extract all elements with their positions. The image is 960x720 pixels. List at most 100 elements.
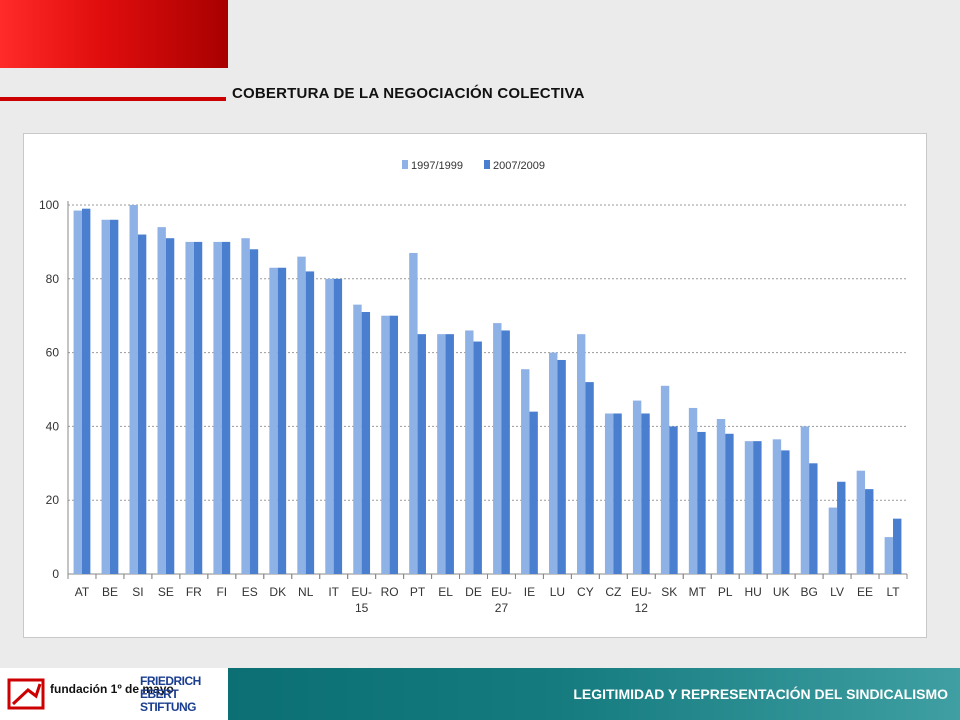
bar-2007-2009-SK — [669, 426, 678, 574]
fundacion-logo-text: fundación 1º de mayo — [50, 682, 174, 696]
x-tick-label: UK — [773, 585, 790, 599]
bar-2007-2009-SI — [137, 234, 147, 574]
x-tick-label: IE — [524, 585, 535, 599]
x-tick-label: NL — [298, 585, 314, 599]
bar-1997-1999-ES — [241, 238, 250, 574]
bar-2007-2009-IT — [333, 278, 343, 574]
x-tick-label: AT — [75, 585, 90, 599]
x-tick-label: BE — [102, 585, 118, 599]
bar-2007-2009-EU-27 — [501, 330, 510, 574]
x-tick-label: DE — [465, 585, 482, 599]
bar-2007-2009-IE — [529, 411, 538, 574]
legend-swatch-0 — [402, 160, 408, 169]
bar-1997-1999-HU — [744, 441, 754, 574]
bar-1997-1999-LT — [884, 537, 894, 574]
x-tick-label: ES — [242, 585, 258, 599]
bar-1997-1999-DE — [465, 330, 474, 574]
x-tick-label: RO — [381, 585, 399, 599]
legend-label-0: 1997/1999 — [411, 160, 463, 172]
bar-2007-2009-UK — [781, 450, 790, 574]
y-tick-label: 100 — [39, 198, 59, 212]
x-tick-label: SE — [158, 585, 174, 599]
chart-frame: 0 20 40 60 80 100 AT BE SI SE FR FI ES DK NL IT EU-15 RO P… — [23, 133, 927, 638]
x-tick-label: HU — [745, 585, 762, 599]
bar-1997-1999-LV — [828, 507, 838, 574]
header-red-line — [0, 97, 226, 101]
bar-2007-2009-EU-15 — [361, 312, 371, 574]
bar-2007-2009-FI — [221, 241, 231, 574]
x-tick-label: SK — [661, 585, 677, 599]
bar-2007-2009-LT — [893, 518, 902, 574]
bar-2007-2009-EL — [445, 334, 454, 574]
x-tick-label: IT — [328, 585, 339, 599]
x-tick-label: EU-27 — [491, 585, 512, 615]
bar-2007-2009-CZ — [613, 413, 622, 574]
bar-2007-2009-CY — [585, 382, 594, 574]
bar-1997-1999-BE — [101, 219, 110, 574]
fes-logo: FRIEDRICH EBERT STIFTUNG — [140, 675, 212, 715]
bar-1997-1999-SK — [660, 385, 670, 574]
y-tick-label: 80 — [46, 272, 60, 286]
bar-1997-1999-AT — [73, 210, 82, 574]
bar-1997-1999-UK — [772, 439, 782, 574]
bar-1997-1999-IE — [521, 369, 530, 574]
fes-logo-text: FRIEDRICH EBERT STIFTUNG — [140, 674, 201, 714]
x-tick-label: EU-12 — [631, 585, 652, 615]
bar-1997-1999-SE — [157, 227, 166, 574]
bar-2007-2009-BG — [809, 463, 818, 574]
bar-2007-2009-RO — [389, 315, 399, 574]
x-tick-label: FI — [216, 585, 227, 599]
x-tick-label: LT — [886, 585, 900, 599]
bar-1997-1999-EU-15 — [353, 304, 362, 574]
bar-2007-2009-BE — [109, 219, 119, 574]
x-tick-label: FR — [186, 585, 202, 599]
bar-2007-2009-LU — [557, 359, 566, 574]
x-tick-label: CZ — [605, 585, 621, 599]
footer: fundación 1º de mayo FRIEDRICH EBERT STI… — [0, 668, 960, 720]
y-tick-label: 40 — [46, 419, 60, 433]
x-tick-label: BG — [800, 585, 817, 599]
fundacion-logo: fundación 1º de mayo — [6, 676, 174, 714]
y-tick-label: 60 — [46, 346, 60, 360]
bar-2007-2009-PT — [417, 334, 426, 574]
bar-chart: 0 20 40 60 80 100 AT BE SI SE FR FI ES DK NL IT EU-15 RO P… — [39, 160, 908, 615]
y-tick-label: 20 — [46, 493, 60, 507]
x-tick-label: SI — [132, 585, 143, 599]
footer-bar: LEGITIMIDAD Y REPRESENTACIÓN DEL SINDICA… — [228, 668, 960, 720]
bar-1997-1999-CY — [576, 334, 586, 574]
bar-1997-1999-BG — [800, 426, 810, 574]
slide-title: COBERTURA DE LA NEGOCIACIÓN COLECTIVA — [232, 85, 585, 102]
bar-1997-1999-DK — [269, 267, 278, 574]
bar-2007-2009-NL — [305, 271, 315, 574]
x-tick-label: EL — [438, 585, 453, 599]
x-tick-label: LV — [830, 585, 844, 599]
bar-1997-1999-LU — [549, 352, 558, 574]
bar-2007-2009-HU — [753, 441, 762, 574]
bar-2007-2009-SE — [165, 238, 175, 574]
legend-label-1: 2007/2009 — [493, 160, 545, 172]
legend-swatch-1 — [484, 160, 490, 169]
x-tick-label: DK — [269, 585, 286, 599]
y-tick-label: 0 — [52, 567, 59, 581]
bar-2007-2009-EE — [865, 489, 874, 574]
bar-1997-1999-IT — [325, 278, 334, 574]
bar-1997-1999-FR — [185, 241, 194, 574]
fundacion-logo-icon — [7, 678, 45, 710]
x-tick-label: MT — [689, 585, 707, 599]
bar-1997-1999-MT — [688, 407, 698, 574]
x-tick-label: PT — [410, 585, 426, 599]
bar-2007-2009-MT — [697, 431, 706, 574]
bar-2007-2009-DK — [277, 267, 287, 574]
bar-1997-1999-CZ — [604, 413, 614, 574]
footer-text: LEGITIMIDAD Y REPRESENTACIÓN DEL SINDICA… — [573, 686, 948, 702]
bar-2007-2009-EU-12 — [641, 413, 650, 574]
bar-2007-2009-ES — [249, 249, 259, 574]
bar-2007-2009-DE — [473, 341, 482, 574]
bar-1997-1999-RO — [381, 315, 390, 574]
x-tick-label: PL — [718, 585, 733, 599]
bar-1997-1999-NL — [297, 256, 306, 574]
x-tick-label: LU — [550, 585, 565, 599]
bar-1997-1999-EL — [437, 334, 446, 574]
x-tick-label: CY — [577, 585, 594, 599]
bar-1997-1999-EU-12 — [632, 400, 642, 574]
